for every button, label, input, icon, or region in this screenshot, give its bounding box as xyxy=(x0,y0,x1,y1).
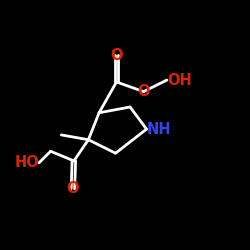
Text: O: O xyxy=(110,48,123,62)
Text: O: O xyxy=(138,84,150,99)
Text: O: O xyxy=(67,181,79,196)
Text: HO: HO xyxy=(14,155,39,170)
Text: NH: NH xyxy=(146,122,171,137)
Text: OH: OH xyxy=(167,72,192,88)
